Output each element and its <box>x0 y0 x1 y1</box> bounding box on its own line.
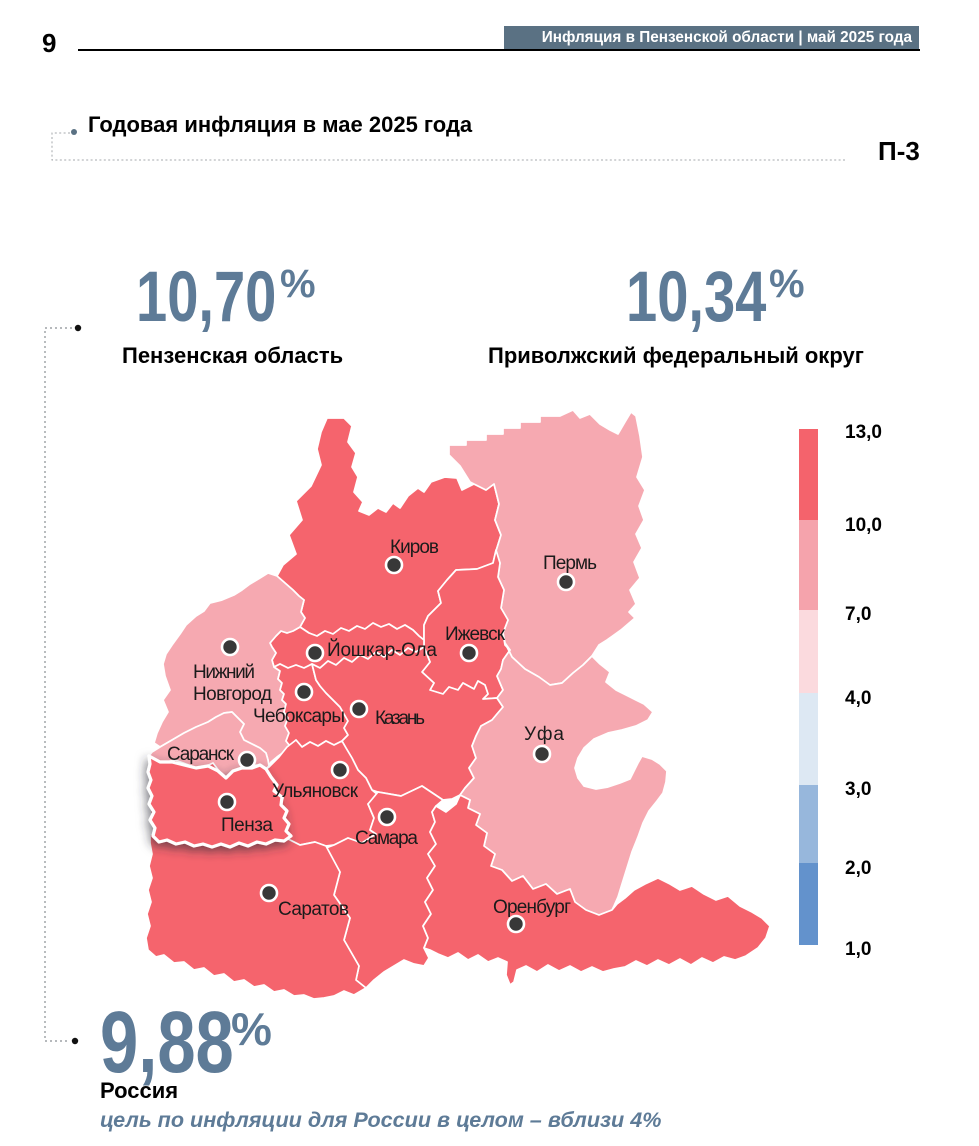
svg-text:Самара: Самара <box>355 828 418 849</box>
svg-text:Киров: Киров <box>390 537 439 558</box>
svg-text:13,0: 13,0 <box>845 422 882 443</box>
svg-text:Новгород: Новгород <box>193 684 272 705</box>
svg-text:Пермь: Пермь <box>543 553 597 574</box>
svg-text:Йошкар-Ола: Йошкар-Ола <box>327 639 437 661</box>
svg-text:3,0: 3,0 <box>845 779 871 800</box>
svg-text:Уфа: Уфа <box>524 724 564 745</box>
svg-text:Ижевск: Ижевск <box>445 624 506 645</box>
svg-text:Пенза: Пенза <box>221 815 273 836</box>
svg-text:Ульяновск: Ульяновск <box>272 781 359 802</box>
svg-text:10,0: 10,0 <box>845 515 882 536</box>
svg-text:2,0: 2,0 <box>845 858 871 879</box>
svg-text:Саранск: Саранск <box>167 744 235 765</box>
svg-text:Нижний: Нижний <box>193 662 255 683</box>
svg-text:Оренбург: Оренбург <box>493 897 571 918</box>
svg-text:7,0: 7,0 <box>845 604 871 625</box>
svg-text:Саратов: Саратов <box>278 899 349 920</box>
svg-text:Казань: Казань <box>375 708 425 729</box>
svg-text:Чебоксары: Чебоксары <box>253 706 345 727</box>
svg-text:4,0: 4,0 <box>845 688 871 709</box>
svg-text:1,0: 1,0 <box>845 939 871 960</box>
